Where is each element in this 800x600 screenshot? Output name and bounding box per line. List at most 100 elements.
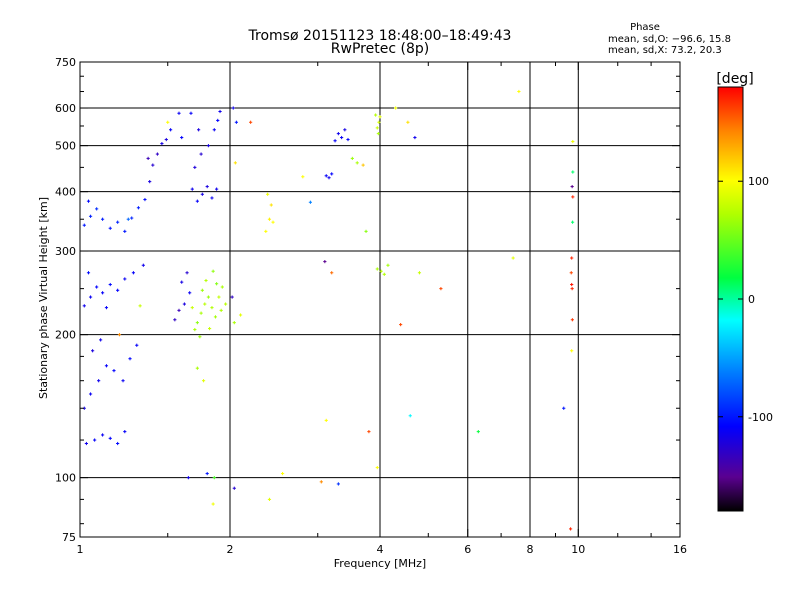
data-point <box>301 175 305 179</box>
data-point <box>324 174 328 178</box>
data-point <box>201 379 206 383</box>
data-point <box>185 271 189 275</box>
data-point <box>212 128 216 132</box>
data-point <box>218 109 222 114</box>
data-point <box>568 527 573 531</box>
data-point <box>177 111 181 115</box>
data-point <box>88 392 93 396</box>
data-point <box>361 163 365 167</box>
data-point <box>210 306 214 310</box>
data-point <box>333 139 337 143</box>
y-tick-label: 400 <box>55 186 76 199</box>
data-point <box>439 287 443 291</box>
data-point <box>186 476 190 480</box>
data-point <box>193 165 197 169</box>
data-point <box>367 430 371 434</box>
data-point <box>203 302 207 306</box>
data-point <box>206 144 210 148</box>
data-point <box>112 369 116 373</box>
data-point <box>346 137 350 142</box>
data-point <box>234 120 238 124</box>
data-point <box>206 295 210 299</box>
data-point <box>123 229 127 233</box>
data-point <box>211 502 215 506</box>
data-point <box>193 327 197 332</box>
data-point <box>108 436 112 440</box>
data-point <box>324 418 328 422</box>
data-point <box>375 126 379 130</box>
data-point <box>336 132 340 136</box>
data-point <box>180 280 184 284</box>
x-tick-label: 1 <box>77 543 84 556</box>
data-point <box>476 430 480 434</box>
data-point <box>249 120 253 124</box>
data-point <box>136 206 141 210</box>
data-point <box>408 414 412 418</box>
data-point <box>116 220 120 224</box>
data-point <box>188 291 192 295</box>
data-point <box>199 311 203 315</box>
data-point <box>267 217 272 221</box>
data-point <box>216 118 220 123</box>
x-tick-label: 16 <box>673 543 687 556</box>
y-axis-label: Stationary phase Virtual Height [km] <box>37 197 50 399</box>
y-tick-label: 75 <box>62 531 76 544</box>
data-point <box>121 379 125 383</box>
data-point <box>108 282 112 287</box>
x-axis-label: Frequency [MHz] <box>334 557 426 570</box>
x-tick-label: 10 <box>571 543 585 556</box>
data-point <box>100 291 105 295</box>
data-point <box>200 192 204 196</box>
data-point <box>386 263 390 267</box>
data-point <box>195 321 199 325</box>
phase-stats-o: mean, sd,O: −96.6, 15.8 <box>608 34 731 45</box>
data-point <box>215 187 219 191</box>
data-point <box>569 271 573 275</box>
phase-stats-x: mean, sd,X: 73.2, 20.3 <box>608 45 722 56</box>
data-point <box>330 172 334 176</box>
data-point <box>169 128 173 132</box>
phase-stats-heading: Phase <box>630 22 660 33</box>
data-point <box>224 302 228 306</box>
data-point <box>336 482 340 486</box>
data-point <box>217 295 221 299</box>
x-tick-label: 6 <box>464 543 471 556</box>
data-point <box>233 161 237 165</box>
data-point <box>570 349 574 353</box>
data-point <box>343 128 347 132</box>
data-point <box>117 333 122 337</box>
data-point <box>571 139 575 144</box>
data-point <box>215 282 219 286</box>
data-point <box>95 207 99 211</box>
y-tick-label: 100 <box>55 472 76 485</box>
data-point <box>413 135 417 140</box>
data-point <box>350 156 354 161</box>
data-point <box>417 271 422 275</box>
data-point <box>238 313 243 317</box>
y-tick-label: 200 <box>55 329 76 342</box>
data-point <box>517 89 521 94</box>
data-point <box>375 465 379 470</box>
data-point <box>570 287 574 291</box>
data-point <box>232 486 236 490</box>
data-point <box>91 349 95 353</box>
data-point <box>374 113 378 117</box>
data-point <box>182 302 186 306</box>
data-point <box>151 163 155 167</box>
data-point <box>327 176 331 180</box>
data-point <box>199 152 203 156</box>
y-tick-label: 300 <box>55 245 76 258</box>
data-point <box>280 471 285 476</box>
data-point <box>100 433 105 437</box>
data-point <box>571 195 575 199</box>
data-point <box>164 137 168 142</box>
data-point <box>570 220 575 224</box>
data-point <box>190 187 194 191</box>
data-point <box>570 318 574 322</box>
data-point <box>146 156 150 161</box>
data-point <box>116 441 120 446</box>
data-point <box>86 199 91 203</box>
data-point <box>406 120 410 124</box>
data-point <box>308 200 313 204</box>
